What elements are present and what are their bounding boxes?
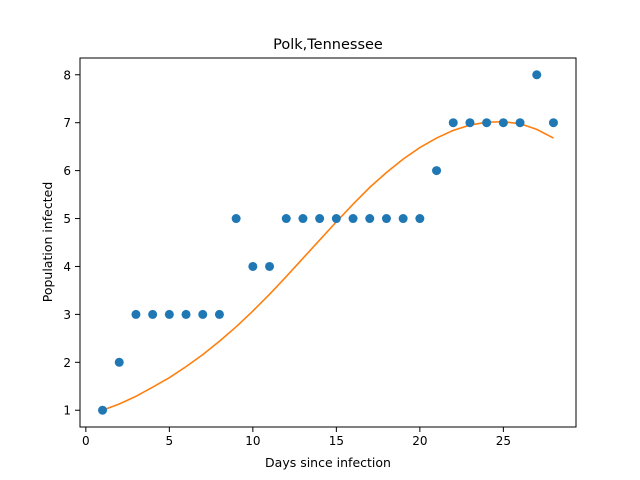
data-point [131, 309, 141, 319]
data-point [248, 261, 258, 271]
y-tick-label: 6 [63, 164, 71, 178]
y-tick-label: 2 [63, 356, 71, 370]
data-point [448, 118, 458, 128]
data-point [231, 214, 241, 224]
y-tick-label: 1 [63, 404, 71, 418]
x-axis-label: Days since infection [265, 455, 391, 470]
data-point [365, 214, 375, 224]
data-point [348, 214, 358, 224]
data-point [515, 118, 525, 128]
x-axis: 0 5 10 15 20 25 [82, 427, 511, 448]
x-tick-label: 5 [166, 434, 174, 448]
chart-title: Polk,Tennessee [273, 37, 383, 53]
data-point [298, 214, 308, 224]
data-point [465, 118, 475, 128]
data-point [315, 214, 325, 224]
data-point [415, 214, 425, 224]
data-point [432, 166, 442, 176]
fit-line [102, 120, 554, 411]
data-point [532, 70, 542, 80]
data-point [214, 309, 224, 319]
y-tick-label: 5 [63, 212, 71, 226]
data-point [164, 309, 174, 319]
y-axis-label: Population infected [40, 182, 55, 303]
y-tick-label: 3 [63, 308, 71, 322]
x-tick-label: 10 [245, 434, 260, 448]
data-point [331, 214, 341, 224]
data-point [148, 309, 158, 319]
data-point [198, 309, 208, 319]
data-point [281, 214, 291, 224]
y-axis: 1 2 3 4 5 6 7 8 [63, 68, 80, 418]
data-point [398, 214, 408, 224]
data-point [482, 118, 492, 128]
x-tick-label: 20 [412, 434, 427, 448]
x-tick-label: 25 [496, 434, 511, 448]
x-tick-label: 15 [329, 434, 344, 448]
data-point [498, 118, 508, 128]
plot-area [98, 70, 558, 415]
data-point [265, 261, 275, 271]
data-point [548, 118, 558, 128]
axes-frame [79, 57, 577, 428]
y-tick-label: 4 [63, 260, 71, 274]
data-point [98, 405, 108, 415]
x-tick-label: 0 [82, 434, 90, 448]
data-point [114, 357, 124, 367]
y-tick-label: 7 [63, 116, 71, 130]
data-point [381, 214, 391, 224]
y-tick-label: 8 [63, 68, 71, 82]
data-point [181, 309, 191, 319]
